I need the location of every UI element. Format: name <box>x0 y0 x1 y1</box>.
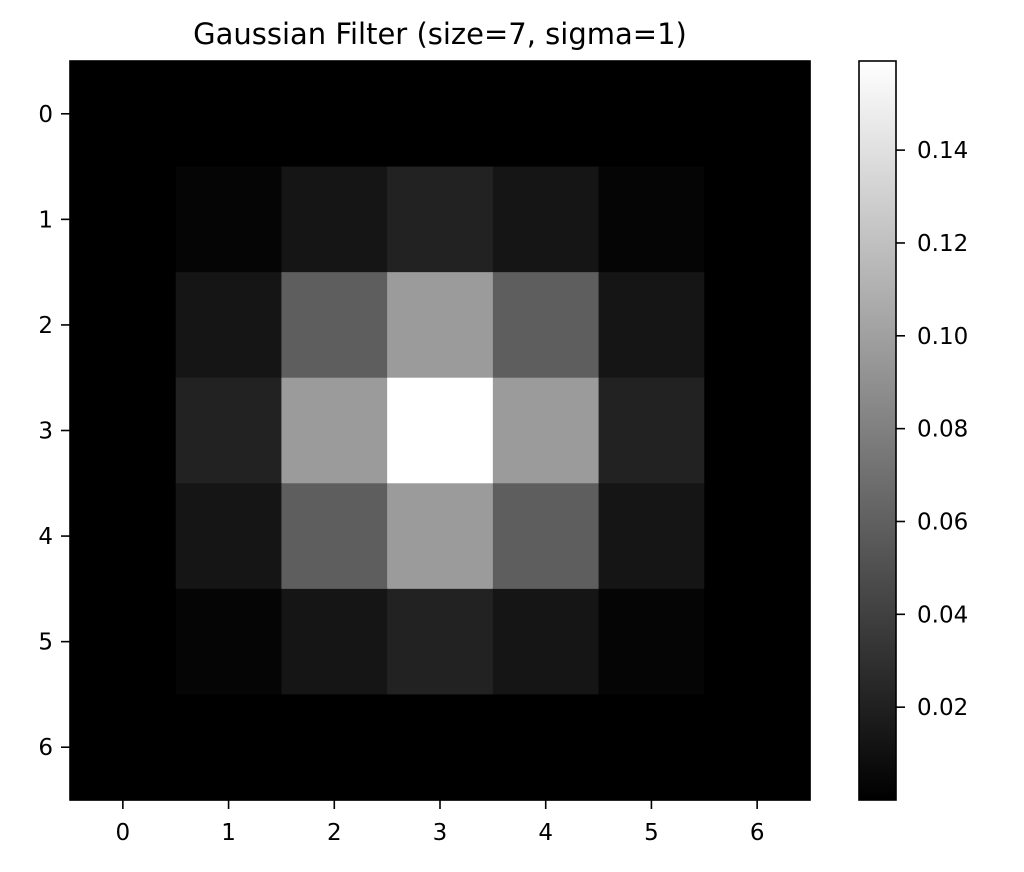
y-tick-label: 3 <box>38 419 53 445</box>
heatmap-cell-r2-c2 <box>281 272 388 379</box>
colorbar-axis: 0.02 0.04 0.06 0.08 0.10 0.12 0.14 <box>896 138 968 721</box>
heatmap-cell-r6-c5 <box>598 694 705 801</box>
heatmap-cell-r6-c6 <box>704 694 811 801</box>
heatmap-cell-r1-c2 <box>281 166 388 273</box>
y-tick-label: 0 <box>38 102 53 128</box>
heatmap-cell-r2-c4 <box>492 272 600 379</box>
colorbar-tick-label: 0.10 <box>917 324 968 350</box>
colorbar-tick-label: 0.04 <box>917 602 968 628</box>
heatmap-cell-r1-c1 <box>175 166 283 273</box>
y-tick-label: 1 <box>38 207 53 233</box>
heatmap-cell-r3-c6 <box>704 377 811 484</box>
heatmap-cell-r6-c3 <box>387 694 494 801</box>
x-tick-label: 4 <box>538 820 553 846</box>
heatmap-cell-r5-c6 <box>704 588 811 696</box>
colorbar-tick-label: 0.12 <box>917 231 968 257</box>
x-tick-label: 1 <box>221 820 236 846</box>
heatmap-cell-r0-c5 <box>598 61 705 168</box>
y-tick-label: 5 <box>38 630 53 656</box>
heatmap-cell-r2-c1 <box>175 272 283 379</box>
heatmap-cell-r2-c3 <box>387 272 494 379</box>
heatmap-cell-r5-c5 <box>598 588 705 696</box>
heatmap-cell-r0-c2 <box>281 61 388 168</box>
heatmap-cell-r0-c1 <box>175 61 283 168</box>
heatmap-cell-r3-c1 <box>175 377 283 484</box>
heatmap-cell-r1-c4 <box>492 166 600 273</box>
heatmap-cell-r5-c3 <box>387 588 494 696</box>
heatmap-cell-r6-c1 <box>175 694 283 801</box>
x-tick-label: 6 <box>750 820 765 846</box>
heatmap-cells <box>70 61 811 801</box>
x-tick-label: 0 <box>116 820 131 846</box>
heatmap-cell-r2-c6 <box>704 272 811 379</box>
heatmap-cell-r6-c0 <box>70 694 177 801</box>
heatmap-cell-r0-c3 <box>387 61 494 168</box>
y-axis: 0 1 2 3 4 5 6 <box>38 102 70 761</box>
heatmap-cell-r5-c2 <box>281 588 388 696</box>
heatmap-cell-r3-c2 <box>281 377 388 484</box>
heatmap-cell-r4-c2 <box>281 483 388 590</box>
x-tick-label: 2 <box>327 820 342 846</box>
heatmap-cell-r3-c3 <box>387 377 494 484</box>
heatmap-cell-r5-c0 <box>70 588 177 696</box>
heatmap-cell-r0-c0 <box>70 61 177 168</box>
heatmap-cell-r5-c1 <box>175 588 283 696</box>
y-tick-label: 6 <box>38 735 53 761</box>
heatmap-cell-r4-c4 <box>492 483 600 590</box>
heatmap-cell-r4-c0 <box>70 483 177 590</box>
heatmap-cell-r3-c5 <box>598 377 705 484</box>
heatmap-cell-r6-c4 <box>492 694 600 801</box>
heatmap-cell-r4-c3 <box>387 483 494 590</box>
heatmap-cell-r3-c0 <box>70 377 177 484</box>
heatmap-cell-r5-c4 <box>492 588 600 696</box>
heatmap-cell-r2-c5 <box>598 272 705 379</box>
heatmap-cell-r0-c4 <box>492 61 600 168</box>
heatmap-cell-r6-c2 <box>281 694 388 801</box>
x-tick-label: 3 <box>433 820 448 846</box>
y-tick-label: 4 <box>38 524 53 550</box>
chart-title: Gaussian Filter (size=7, sigma=1) <box>193 17 687 51</box>
heatmap-cell-r1-c3 <box>387 166 494 273</box>
heatmap-cell-r1-c6 <box>704 166 811 273</box>
x-axis: 0 1 2 3 4 5 6 <box>116 800 765 846</box>
heatmap-cell-r1-c5 <box>598 166 705 273</box>
heatmap-cell-r0-c6 <box>704 61 811 168</box>
colorbar-tick-label: 0.08 <box>917 417 968 443</box>
heatmap-cell-r4-c1 <box>175 483 283 590</box>
colorbar-tick-label: 0.06 <box>917 509 968 535</box>
colorbar <box>858 60 897 801</box>
y-tick-label: 2 <box>38 313 53 339</box>
colorbar-tick-label: 0.02 <box>917 695 968 721</box>
x-tick-label: 5 <box>644 820 659 846</box>
heatmap-cell-r3-c4 <box>492 377 600 484</box>
colorbar-tick-label: 0.14 <box>917 138 968 164</box>
heatmap-cell-r1-c0 <box>70 166 177 273</box>
heatmap-cell-r2-c0 <box>70 272 177 379</box>
heatmap-cell-r4-c5 <box>598 483 705 590</box>
heatmap-cell-r4-c6 <box>704 483 811 590</box>
